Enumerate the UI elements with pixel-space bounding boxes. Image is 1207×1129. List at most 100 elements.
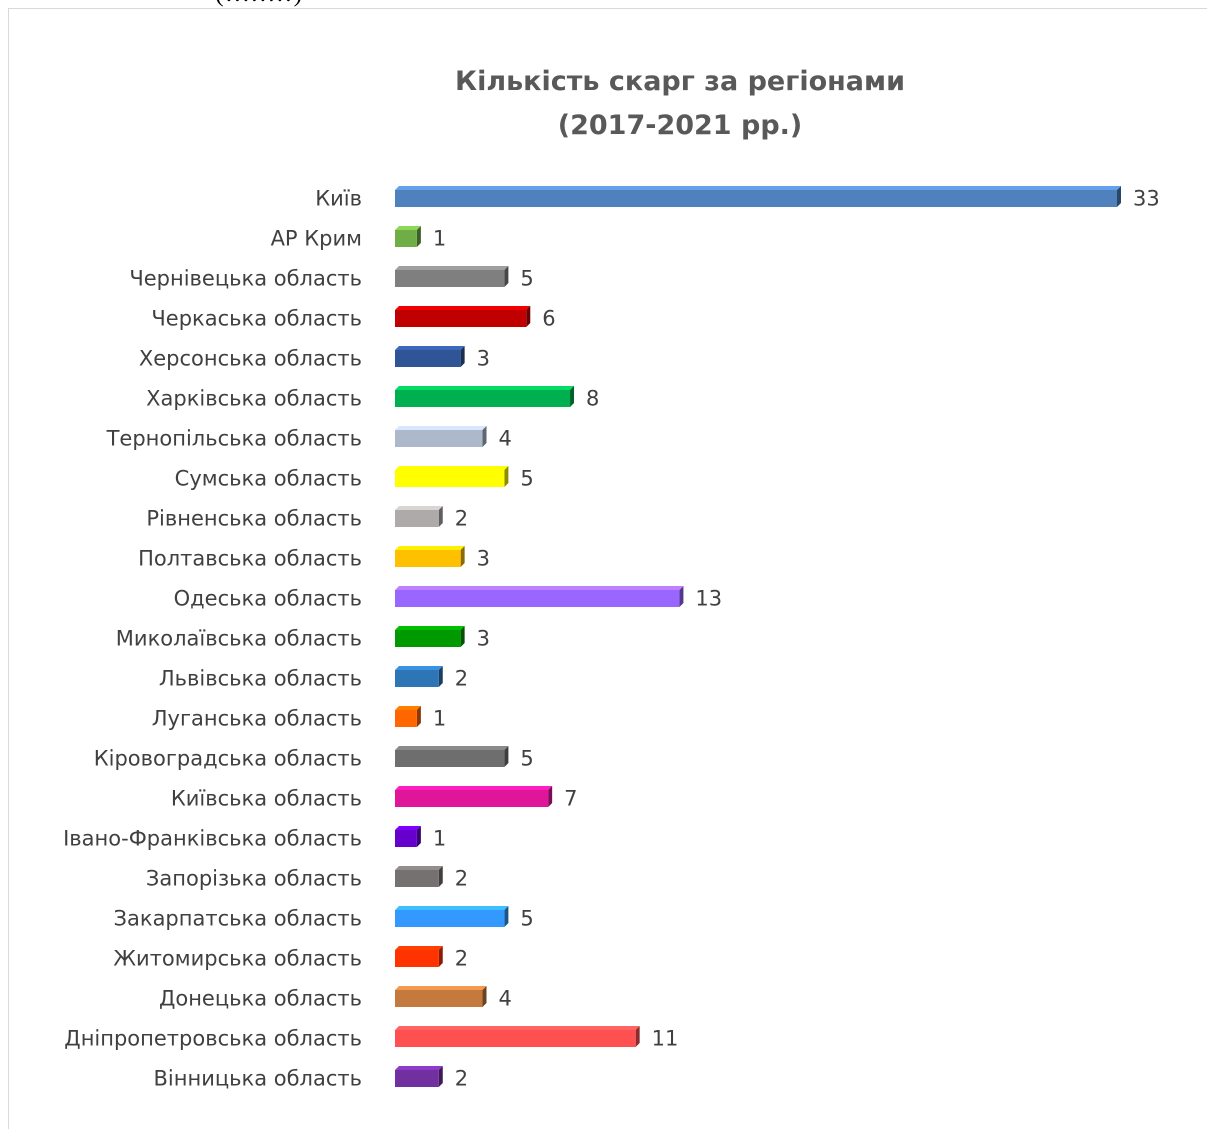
bar-row: Сумська область 5 bbox=[175, 466, 534, 491]
category-label: Черкаська область bbox=[151, 307, 362, 331]
bar-row: Харківська область 8 bbox=[146, 386, 599, 411]
bar-side-face bbox=[679, 586, 684, 607]
bar-top-face bbox=[395, 946, 443, 950]
bar-side-face bbox=[416, 226, 421, 247]
chart-title-line-2: (2017-2021 рр.) bbox=[557, 110, 803, 141]
category-label: АР Крим bbox=[271, 227, 362, 251]
bar-row: Кіровоградська область 5 bbox=[94, 746, 534, 771]
bar-row: Луганська область 1 bbox=[152, 706, 446, 731]
bar-row: Миколаївська область 3 bbox=[116, 626, 490, 651]
bar bbox=[395, 670, 439, 687]
bar-side-face bbox=[438, 666, 443, 687]
category-label: Миколаївська область bbox=[116, 627, 362, 651]
category-label: Херсонська область bbox=[139, 347, 362, 371]
bar-top-face bbox=[395, 186, 1121, 190]
bar-top-face bbox=[395, 306, 531, 310]
data-label: 5 bbox=[520, 907, 533, 931]
bar bbox=[395, 1070, 439, 1087]
bar-row: Херсонська область 3 bbox=[139, 346, 490, 371]
data-label: 2 bbox=[455, 867, 468, 891]
bar bbox=[395, 710, 417, 727]
category-label: Одеська область bbox=[174, 587, 362, 611]
category-label: Закарпатська область bbox=[114, 907, 362, 931]
data-label: 1 bbox=[433, 707, 446, 731]
data-label: 11 bbox=[652, 1027, 679, 1051]
bar-row: Донецька область 4 bbox=[159, 986, 512, 1011]
bar-side-face bbox=[526, 306, 531, 327]
data-label: 3 bbox=[477, 627, 490, 651]
bar-side-face bbox=[438, 506, 443, 527]
bar-top-face bbox=[395, 866, 443, 870]
bar-row: Запорізька область 2 bbox=[146, 866, 468, 891]
category-label: Тернопільська область bbox=[106, 427, 362, 451]
data-label: 2 bbox=[455, 507, 468, 531]
bar-top-face bbox=[395, 466, 509, 470]
category-label: Харківська область bbox=[146, 387, 362, 411]
category-label: Житомирська область bbox=[113, 947, 362, 971]
bar bbox=[395, 950, 439, 967]
bar bbox=[395, 190, 1117, 207]
bar bbox=[395, 270, 505, 287]
bar-row: Рівненська область 2 bbox=[146, 506, 468, 531]
bar bbox=[395, 1030, 636, 1047]
data-label: 4 bbox=[499, 427, 512, 451]
bar-row: Полтавська область 3 bbox=[138, 546, 490, 571]
bar bbox=[395, 350, 461, 367]
data-label: 3 bbox=[477, 547, 490, 571]
bar-top-face bbox=[395, 346, 465, 350]
bar bbox=[395, 590, 680, 607]
bar-top-face bbox=[395, 546, 465, 550]
bar-side-face bbox=[482, 426, 487, 447]
bar bbox=[395, 750, 505, 767]
bar bbox=[395, 550, 461, 567]
bar-top-face bbox=[395, 986, 487, 990]
category-label: Луганська область bbox=[152, 707, 362, 731]
bar-side-face bbox=[416, 706, 421, 727]
bar-row: Івано-Франківська область 1 bbox=[63, 826, 446, 851]
data-label: 8 bbox=[586, 387, 599, 411]
bar-side-face bbox=[416, 826, 421, 847]
category-label: Кіровоградська область bbox=[94, 747, 362, 771]
bar-top-face bbox=[395, 706, 421, 710]
bar bbox=[395, 310, 527, 327]
top-caption: (........) bbox=[215, 0, 304, 8]
bar-side-face bbox=[438, 1066, 443, 1087]
data-label: 1 bbox=[433, 227, 446, 251]
bar-side-face bbox=[504, 746, 509, 767]
bar-side-face bbox=[438, 946, 443, 967]
bar bbox=[395, 230, 417, 247]
bar bbox=[395, 470, 505, 487]
bar bbox=[395, 830, 417, 847]
data-label: 5 bbox=[520, 467, 533, 491]
bar bbox=[395, 430, 483, 447]
bar-top-face bbox=[395, 226, 421, 230]
category-label: Львівська область bbox=[159, 667, 362, 691]
bar-top-face bbox=[395, 626, 465, 630]
bar-row: Львівська область 2 bbox=[159, 666, 468, 691]
bar-side-face bbox=[548, 786, 553, 807]
bar-side-face bbox=[504, 906, 509, 927]
category-label: Полтавська область bbox=[138, 547, 362, 571]
bar-side-face bbox=[482, 986, 487, 1007]
data-label: 2 bbox=[455, 947, 468, 971]
bar-side-face bbox=[460, 626, 465, 647]
data-label: 13 bbox=[695, 587, 722, 611]
category-label: Київська область bbox=[171, 787, 362, 811]
bar-row: Тернопільська область 4 bbox=[106, 426, 512, 451]
category-label: Рівненська область bbox=[146, 507, 362, 531]
bar-side-face bbox=[460, 346, 465, 367]
bar-top-face bbox=[395, 426, 487, 430]
category-label: Донецька область bbox=[159, 987, 362, 1011]
category-label: Сумська область bbox=[175, 467, 362, 491]
category-label: Київ bbox=[315, 187, 362, 211]
bar-side-face bbox=[460, 546, 465, 567]
bar-top-face bbox=[395, 386, 575, 390]
category-label: Вінницька область bbox=[154, 1067, 363, 1091]
bar-row: Одеська область 13 bbox=[174, 586, 722, 611]
bar-top-face bbox=[395, 746, 509, 750]
bar-row: АР Крим 1 bbox=[271, 226, 446, 251]
bar-row: Київ 33 bbox=[315, 186, 1160, 211]
chart-title: Кількість скарг за регіонами (2017-2021 … bbox=[380, 60, 980, 148]
data-label: 7 bbox=[564, 787, 577, 811]
